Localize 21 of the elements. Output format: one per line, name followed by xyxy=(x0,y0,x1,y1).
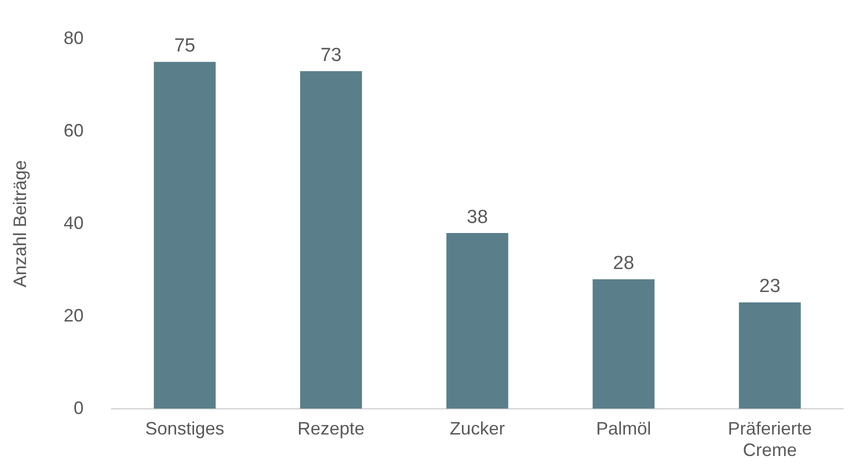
data-label: 23 xyxy=(759,276,780,298)
data-label: 28 xyxy=(613,253,634,274)
bar xyxy=(300,71,362,409)
bar xyxy=(592,279,655,409)
data-label: 75 xyxy=(174,36,196,57)
y-tick-label: 0 xyxy=(74,398,84,418)
y-axis-title: Anzahl Beiträge xyxy=(10,160,30,288)
x-tick-label: Palmöl xyxy=(596,418,652,439)
data-label: 73 xyxy=(320,44,342,66)
x-tick-label: Präferierte Creme xyxy=(728,418,812,460)
y-tick-label: 60 xyxy=(64,120,84,140)
x-tick-label: Zucker xyxy=(450,418,505,439)
y-tick-label: 40 xyxy=(64,212,84,233)
bar xyxy=(738,302,801,409)
bar xyxy=(154,62,216,409)
x-tick-label: Sonstiges xyxy=(145,418,224,439)
bar xyxy=(446,233,508,409)
y-tick-label: 20 xyxy=(64,305,84,326)
data-label: 38 xyxy=(466,206,488,228)
y-tick-label: 80 xyxy=(64,28,84,48)
x-tick-label: Rezepte xyxy=(298,418,365,439)
